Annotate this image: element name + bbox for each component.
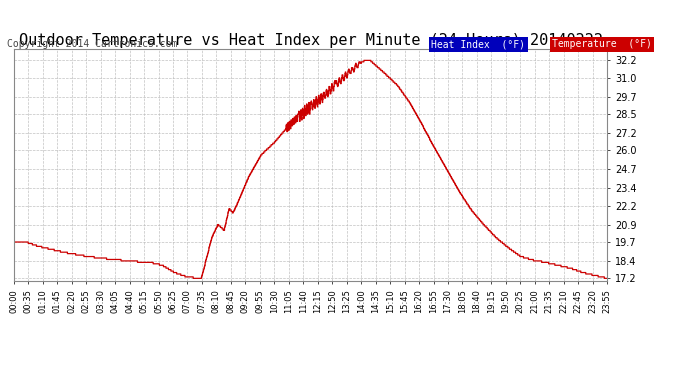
Title: Outdoor Temperature vs Heat Index per Minute (24 Hours) 20140222: Outdoor Temperature vs Heat Index per Mi… bbox=[19, 33, 602, 48]
Text: Heat Index  (°F): Heat Index (°F) bbox=[431, 39, 525, 50]
Text: Temperature  (°F): Temperature (°F) bbox=[552, 39, 652, 50]
Text: Copyright 2014 Cartronics.com: Copyright 2014 Cartronics.com bbox=[7, 39, 177, 50]
